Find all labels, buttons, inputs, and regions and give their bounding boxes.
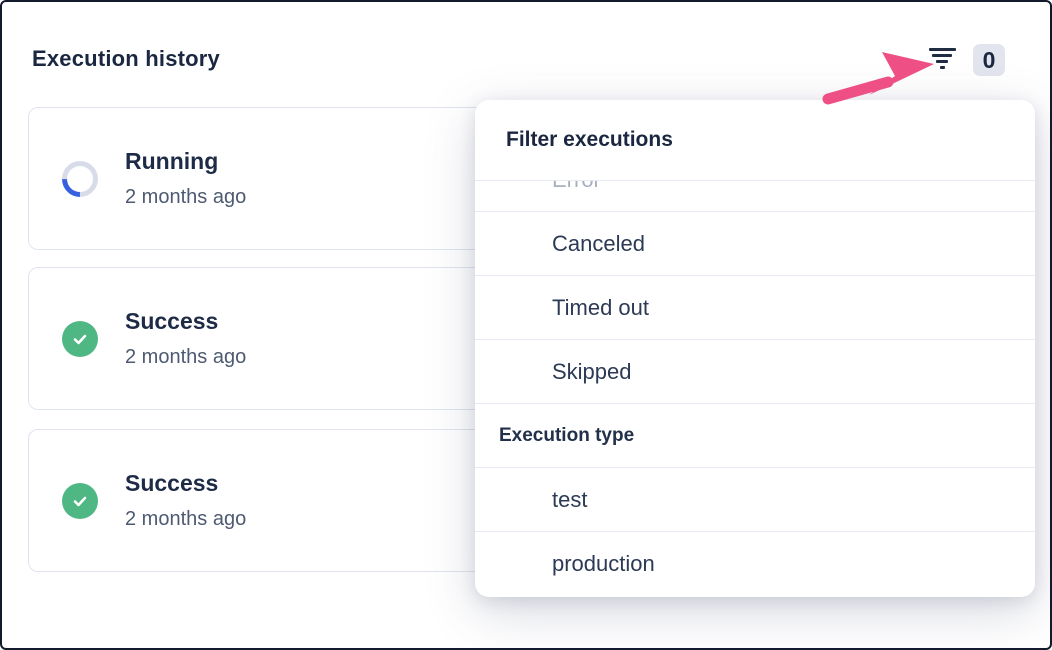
filter-bar <box>936 60 948 63</box>
filter-option-test[interactable]: test <box>475 468 1035 532</box>
running-spinner-icon <box>54 153 106 204</box>
filter-dropdown-title: Filter executions <box>475 100 1035 181</box>
execution-status: Success <box>125 308 219 334</box>
execution-status: Success <box>125 470 219 496</box>
page-title: Execution history <box>32 46 220 71</box>
success-check-icon <box>62 320 98 357</box>
filter-funnel-icon[interactable] <box>928 48 956 72</box>
execution-type-section-header: Execution type <box>475 404 1035 468</box>
filter-option-production[interactable]: production <box>475 532 1035 596</box>
filter-executions-dropdown: Filter executions Error Canceled Timed o… <box>475 100 1035 597</box>
filter-option-timed-out[interactable]: Timed out <box>475 276 1035 340</box>
filter-option-skipped[interactable]: Skipped <box>475 340 1035 404</box>
filter-bar <box>932 54 952 57</box>
filter-bar <box>939 66 945 69</box>
execution-status: Running <box>125 148 219 174</box>
execution-time: 2 months ago <box>125 508 247 530</box>
filter-bar <box>928 48 956 51</box>
filter-count-badge: 0 <box>973 44 1005 76</box>
execution-time: 2 months ago <box>125 346 247 368</box>
execution-time: 2 months ago <box>125 186 247 208</box>
success-check-icon <box>62 482 98 519</box>
filter-option-canceled[interactable]: Canceled <box>475 212 1035 276</box>
filter-options-list: Error Canceled Timed out Skipped Executi… <box>475 148 1035 596</box>
